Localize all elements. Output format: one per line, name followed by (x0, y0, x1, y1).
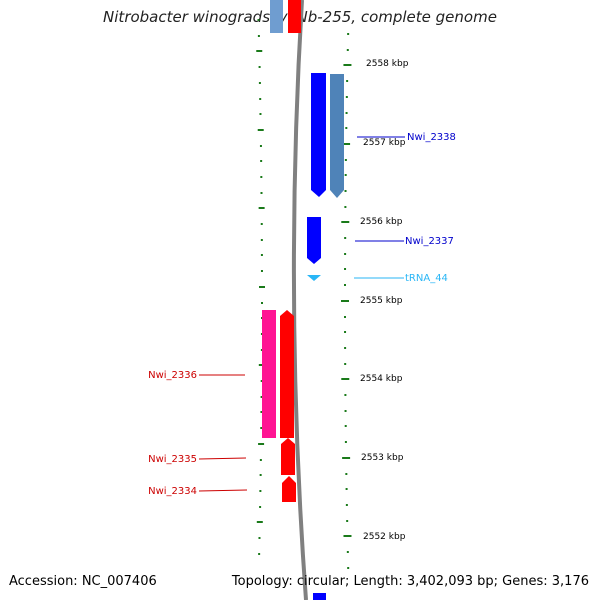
label-nwi2334[interactable]: Nwi_2334 (148, 486, 197, 497)
feature-nwi2338-blue[interactable] (311, 73, 326, 197)
feature-nwi2335[interactable] (281, 438, 295, 475)
tick-label-2556: 2556 kbp (360, 217, 403, 227)
tick-label-2558: 2558 kbp (366, 59, 409, 69)
feature-nwi2337[interactable] (307, 217, 321, 264)
label-nwi2338[interactable]: Nwi_2338 (407, 132, 456, 143)
feature-nwi2334[interactable] (282, 476, 296, 502)
tick-label-2554: 2554 kbp (360, 374, 403, 384)
feature-nwi2336-red[interactable] (280, 310, 294, 438)
label-nwi2337[interactable]: Nwi_2337 (405, 236, 454, 247)
scale-labels: 2558 kbp 2557 kbp 2556 kbp 2555 kbp 2554… (360, 59, 409, 542)
left-tick-ruler (256, 19, 265, 555)
label-nwi2335[interactable]: Nwi_2335 (148, 454, 197, 465)
label-trna44[interactable]: tRNA_44 (405, 273, 448, 284)
leader-nwi2335 (198, 457, 247, 460)
label-nwi2336[interactable]: Nwi_2336 (148, 370, 197, 381)
feature-trna44[interactable] (307, 275, 321, 281)
accession-text: Accession: NC_007406 (9, 574, 157, 589)
feature-top-red[interactable] (288, 0, 301, 33)
feature-nwi2336-pink[interactable] (262, 310, 276, 438)
feature-top-steel[interactable] (270, 0, 283, 33)
genome-backbone (291, 0, 308, 600)
leader-nwi2334 (198, 489, 248, 492)
tick-label-2553: 2553 kbp (361, 453, 404, 463)
right-tick-ruler (341, 33, 352, 569)
feature-nwi2338-steel[interactable] (330, 74, 344, 198)
feature-bottom-blue[interactable] (313, 593, 326, 600)
tick-label-2555: 2555 kbp (360, 296, 403, 306)
tick-label-2557: 2557 kbp (363, 138, 406, 148)
topology-text: Topology: circular; Length: 3,402,093 bp… (231, 574, 589, 589)
tick-label-2552: 2552 kbp (363, 532, 406, 542)
